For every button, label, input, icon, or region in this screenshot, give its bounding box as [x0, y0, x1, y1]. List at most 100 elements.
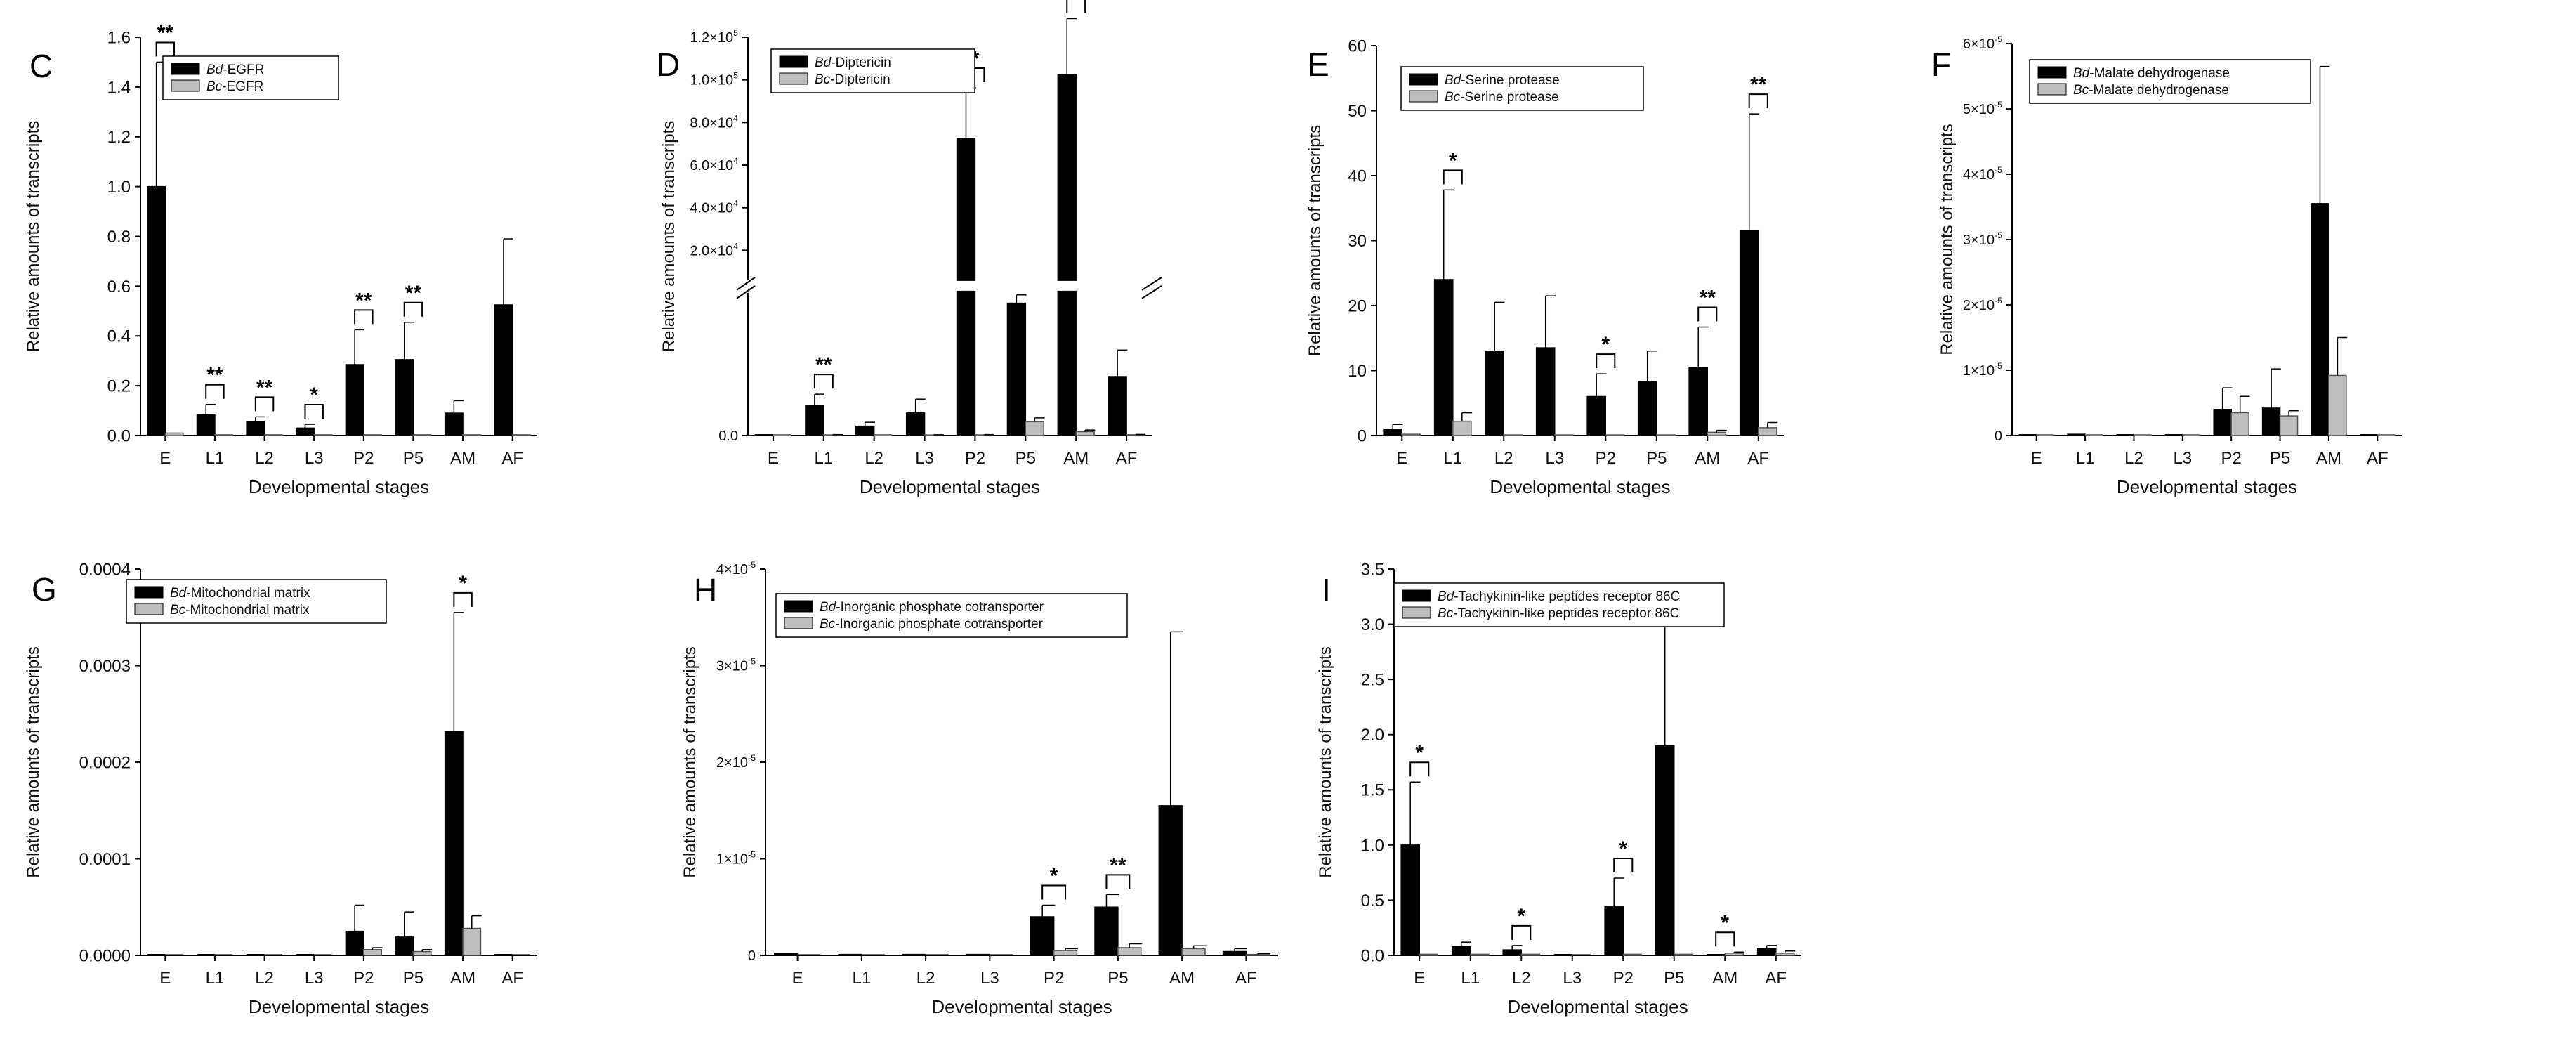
chart-panel-D: 0.0 2.0×104 4.0×104 6.0×104 8.0×104 1.0×105 1.…: [657, 0, 1163, 497]
significance-bracket: [1596, 353, 1616, 369]
x-tick-label: E: [1396, 449, 1407, 468]
bar-bd: [1485, 351, 1504, 436]
y-tick-label: 1.2×105: [690, 28, 738, 46]
x-tick-label: E: [159, 969, 171, 988]
significance-bracket: [254, 396, 275, 412]
bar-bc: [1452, 420, 1472, 436]
axis-break-mask: [737, 280, 759, 293]
y-axis-label: Relative amounts of transcripts: [659, 121, 678, 352]
bar-bc: [214, 434, 234, 436]
y-tick-label: 40: [1348, 166, 1367, 185]
y-tick-label: 0.0: [107, 426, 131, 445]
tick-exponent: 4: [733, 113, 738, 123]
legend-gene: -Inorganic phosphate cotransporter: [836, 600, 1044, 615]
bar-bd: [1637, 381, 1657, 436]
bar-bd: [905, 412, 926, 436]
bar-break: [1056, 280, 1078, 291]
bar-bd: [1400, 844, 1421, 956]
legend-species: Bc: [1438, 606, 1454, 621]
significance-bracket: [1748, 93, 1768, 109]
bar-bc: [1419, 953, 1439, 956]
x-tick-label: AF: [501, 969, 523, 988]
x-tick-label: L3: [915, 449, 934, 468]
axis-break-mark: [736, 285, 756, 299]
y-tick-label: 8.0×104: [690, 113, 738, 131]
bar-bd: [805, 405, 824, 436]
legend-box: [126, 579, 387, 624]
legend-gene: -Diptericin: [831, 55, 891, 70]
bar-bc: [1025, 421, 1044, 436]
x-tick-label: AM: [1695, 449, 1720, 468]
y-tick-label: 3.0: [1361, 615, 1384, 634]
x-tick-label: P5: [403, 969, 423, 988]
y-tick-label: 0.0003: [79, 657, 131, 676]
tick-exponent: -5: [1995, 230, 2002, 240]
x-tick-label: L3: [980, 969, 999, 988]
y-tick-label: 1.0×105: [690, 71, 738, 89]
y-tick-label: 0.5: [1361, 891, 1384, 910]
x-tick-label: AF: [1765, 969, 1787, 988]
bar-bc: [1724, 953, 1744, 956]
y-tick-label: 1×10-5: [716, 850, 756, 868]
bar-bc: [1622, 953, 1643, 956]
y-tick-label: 5×10-5: [1963, 100, 2002, 117]
legend-swatch: [171, 63, 200, 75]
legend-gene: -Tachykinin-like peptides receptor 86C: [1454, 589, 1680, 604]
bar-bd: [395, 359, 414, 436]
bar-bc: [1503, 434, 1523, 436]
x-tick-label: L1: [814, 449, 833, 468]
tick-exponent: -5: [1995, 361, 2002, 371]
bar-bd: [1158, 805, 1183, 956]
significance-label: **: [206, 364, 223, 387]
legend-gene: -Malate dehydrogenase: [2089, 83, 2229, 98]
bar-bc: [313, 434, 333, 436]
y-axis-label: Relative amounts of transcripts: [1316, 646, 1335, 877]
y-tick-label: 3.5: [1361, 560, 1384, 579]
legend-species: Bd: [170, 586, 188, 601]
x-tick-label: P2: [965, 449, 985, 468]
tick-exponent: -5: [748, 753, 756, 763]
x-tick-label: P2: [2221, 449, 2242, 468]
axis-break-mark: [1141, 277, 1162, 291]
x-tick-label: AM: [450, 969, 475, 988]
bar-bc: [2279, 415, 2299, 436]
x-tick-label: AF: [1747, 449, 1769, 468]
legend-entry: Bc-Malate dehydrogenase: [2073, 83, 2229, 98]
legend-swatch: [779, 72, 808, 85]
bar-bc: [1758, 427, 1777, 436]
x-tick-label: L1: [853, 969, 872, 988]
x-tick-label: P5: [1646, 449, 1667, 468]
bar-bc: [1053, 950, 1078, 956]
bar-bc: [1656, 434, 1676, 436]
significance-label: **: [815, 353, 832, 377]
bar-bc: [1605, 434, 1625, 436]
legend-gene: -Mitochondrial matrix: [185, 603, 310, 617]
bar-bd: [1451, 946, 1471, 956]
x-tick-label: L3: [1545, 449, 1564, 468]
bar-bd: [1756, 948, 1777, 956]
y-tick-label: 0.2: [107, 377, 131, 396]
tick-exponent: -5: [748, 560, 756, 570]
bar-bc: [164, 432, 184, 436]
panel-label: F: [1931, 46, 1951, 83]
legend-entry: Bc-Tachykinin-like peptides receptor 86C: [1438, 606, 1679, 621]
bar-bd: [444, 731, 464, 956]
bar-bc: [1181, 948, 1206, 956]
bar-bd: [1108, 376, 1127, 436]
panel-label: G: [32, 571, 57, 608]
x-tick-label: AF: [501, 449, 523, 468]
x-tick-label: L3: [305, 449, 324, 468]
tick-exponent: -5: [1995, 34, 2002, 44]
tick-exponent: 4: [733, 241, 738, 251]
legend-swatch: [1402, 589, 1431, 602]
significance-label: **: [1700, 287, 1716, 310]
bar-bc: [1775, 953, 1795, 956]
y-tick-label: 0.0: [718, 429, 738, 444]
y-tick-label: 20: [1348, 296, 1367, 315]
x-tick-label: AM: [2316, 449, 2341, 468]
bar-bc: [1674, 953, 1693, 956]
legend-species: Bc: [815, 72, 831, 87]
bar-bd: [1433, 279, 1454, 436]
x-tick-label: L2: [1512, 969, 1531, 988]
